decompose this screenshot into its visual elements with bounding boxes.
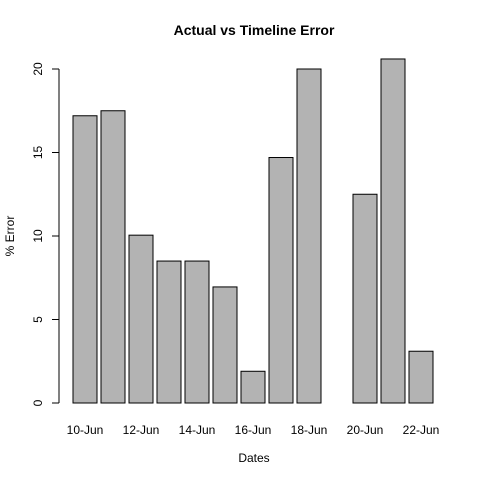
bar-10-Jun [72, 115, 98, 404]
bar-18-Jun [296, 68, 322, 404]
bars-group [72, 58, 434, 404]
bar-15-Jun [212, 286, 238, 404]
x-tick-label-22-Jun: 22-Jun [403, 423, 440, 437]
bar-11-Jun [100, 110, 126, 404]
y-tick-label-10: 10 [31, 229, 45, 243]
x-axis-label: Dates [238, 451, 269, 465]
x-tick-label-10-Jun: 10-Jun [67, 423, 104, 437]
y-tick-label-5: 5 [31, 316, 45, 323]
y-tick-label-0: 0 [31, 399, 45, 406]
x-tick-label-12-Jun: 12-Jun [123, 423, 160, 437]
y-tick-label-15: 15 [31, 146, 45, 160]
x-tick-label-18-Jun: 18-Jun [291, 423, 328, 437]
x-axis-ticks: 10-Jun 12-Jun 14-Jun 16-Jun 18-Jun 20-Jun 22-J… [67, 423, 440, 437]
y-axis: 0 5 10 15 20 [31, 62, 60, 406]
bar-20-Jun [352, 193, 378, 404]
bar-16-Jun [240, 370, 266, 404]
bar-13-Jun [156, 260, 182, 404]
x-tick-label-20-Jun: 20-Jun [347, 423, 384, 437]
bar-14-Jun [184, 260, 210, 404]
chart-title: Actual vs Timeline Error [174, 22, 335, 38]
bar-17-Jun [268, 157, 294, 404]
bar-21-Jun [380, 58, 406, 404]
bar-12-Jun [128, 234, 154, 404]
x-tick-label-16-Jun: 16-Jun [235, 423, 272, 437]
x-tick-label-14-Jun: 14-Jun [179, 423, 216, 437]
bar-22-Jun [408, 350, 434, 404]
y-tick-label-20: 20 [31, 62, 45, 76]
y-axis-label: % Error [3, 216, 17, 257]
